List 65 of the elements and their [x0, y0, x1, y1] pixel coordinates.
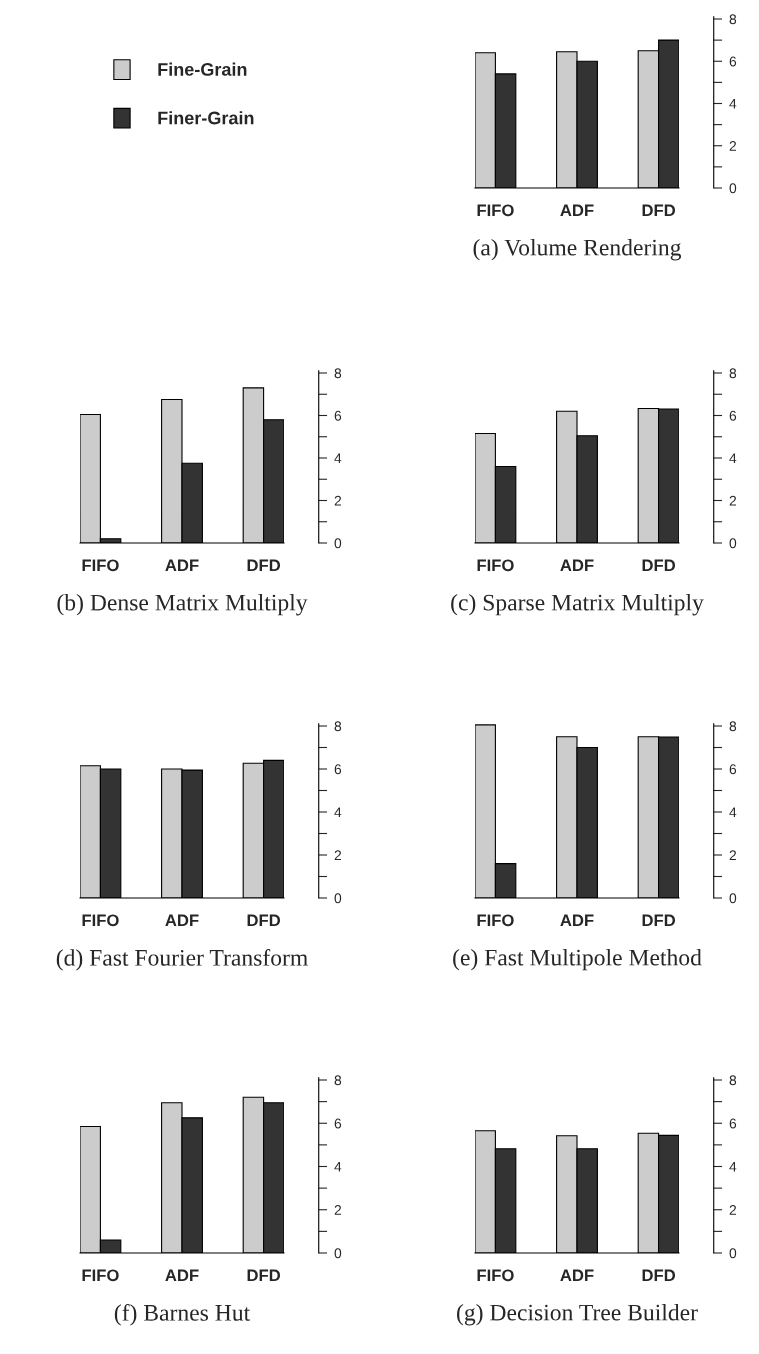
y-tick-label: 8 [334, 1075, 342, 1086]
x-tick-label: FIFO [477, 1269, 514, 1282]
x-tick-label: DFD [247, 914, 281, 927]
y-tick-label: 4 [729, 1161, 737, 1172]
y-tick-label: 0 [334, 1248, 342, 1259]
x-tick-label: ADF [560, 559, 594, 572]
y-tick-label: 2 [729, 141, 737, 151]
x-axis-title: (b) Dense Matrix Multiply [57, 593, 308, 616]
y-tick-label: 6 [334, 410, 342, 421]
x-tick-label: DFD [642, 914, 676, 927]
y-tick-label: 4 [334, 453, 342, 464]
y-tick-label: 8 [334, 368, 342, 379]
x-tick-label: DFD [247, 1269, 281, 1282]
x-tick-label: ADF [165, 1269, 199, 1282]
y-tick-label: 2 [729, 1205, 737, 1215]
x-axis-title: (a) Volume Rendering [473, 238, 682, 261]
y-tick-label: 2 [334, 850, 342, 861]
y-tick-label: 0 [729, 183, 737, 194]
y-tick-label: 8 [729, 14, 737, 25]
y-tick-label: 2 [729, 495, 737, 506]
y-tick-label: 0 [334, 538, 342, 549]
y-tick-label: 8 [729, 1075, 737, 1086]
y-tick-label: 4 [729, 807, 737, 818]
x-tick-label: ADF [165, 559, 199, 572]
y-tick-label: 6 [729, 1118, 737, 1129]
y-tick-label: 4 [334, 807, 342, 818]
y-tick-label: 0 [729, 538, 737, 549]
x-tick-label: FIFO [477, 914, 514, 927]
y-tick-label: 4 [334, 1161, 342, 1172]
y-tick-label: 0 [729, 893, 737, 904]
x-tick-label: FIFO [477, 204, 514, 217]
x-tick-label: DFD [642, 559, 676, 572]
x-axis-title: (g) Decision Tree Builder [457, 1303, 698, 1326]
x-tick-label: ADF [560, 204, 594, 217]
y-tick-label: 6 [729, 764, 737, 775]
x-tick-label: DFD [642, 1269, 676, 1282]
x-tick-label: ADF [560, 1269, 594, 1282]
y-tick-label: 6 [334, 1118, 342, 1129]
x-axis-title: (c) Sparse Matrix Multiply [451, 593, 704, 616]
x-tick-label: FIFO [82, 559, 119, 572]
y-tick-label: 0 [334, 893, 342, 904]
x-tick-label: FIFO [82, 914, 119, 927]
x-tick-label: DFD [247, 559, 281, 572]
x-tick-label: DFD [642, 204, 676, 217]
y-tick-label: 6 [334, 764, 342, 775]
legend-label: Fine-Grain [158, 62, 247, 76]
x-tick-label: FIFO [477, 559, 514, 572]
y-tick-label: 8 [334, 721, 342, 732]
y-tick-label: 4 [729, 98, 737, 109]
y-tick-label: 4 [729, 453, 737, 464]
x-tick-label: FIFO [82, 1269, 119, 1282]
x-tick-label: ADF [560, 914, 594, 927]
x-axis-title: (f) Barnes Hut [114, 1303, 251, 1326]
x-axis-title: (e) Fast Multipole Method [453, 948, 702, 971]
y-tick-label: 8 [729, 721, 737, 732]
legend-label: Finer-Grain [158, 111, 254, 125]
y-tick-label: 2 [334, 1205, 342, 1215]
y-tick-label: 0 [729, 1248, 737, 1259]
x-tick-label: ADF [165, 914, 199, 927]
y-tick-label: 6 [729, 410, 737, 421]
y-tick-label: 6 [729, 56, 737, 67]
y-tick-label: 8 [729, 368, 737, 379]
y-tick-label: 2 [729, 850, 737, 861]
y-tick-label: 2 [334, 495, 342, 506]
x-axis-title: (d) Fast Fourier Transform [56, 948, 308, 971]
